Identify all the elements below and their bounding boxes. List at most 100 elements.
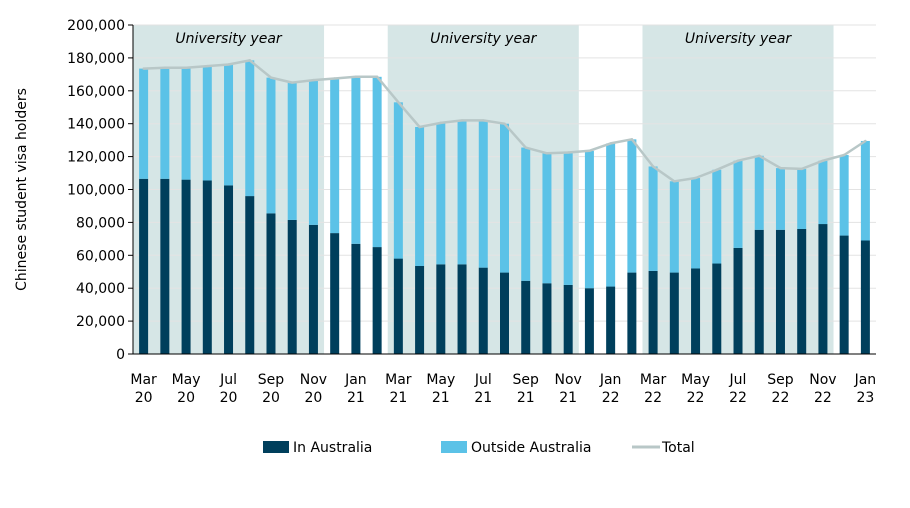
total-point [460,119,464,122]
bar-outside-australia [500,123,509,273]
total-point [439,121,443,125]
total-point [375,75,379,79]
bar-outside-australia [266,77,276,214]
bar-outside-australia [160,67,170,179]
total-point [397,101,400,104]
total-point [354,75,358,79]
bar-in-australia [775,229,785,354]
total-point [503,122,506,125]
bar-in-australia [287,219,297,354]
y-tick-label: 100,000 [67,183,125,199]
bar-in-australia [224,185,234,354]
x-tick-label-month: Jan [344,372,367,388]
bar-outside-australia [372,76,382,248]
x-tick-label-month: May [426,372,455,388]
x-tick-label-year: 22 [687,390,705,406]
x-tick-label-year: 21 [432,390,450,406]
total-point [609,142,612,145]
total-point [291,81,294,84]
bar-in-australia [839,235,849,354]
bar-outside-australia [224,64,234,186]
total-point [312,78,315,82]
total-point [418,125,421,129]
bar-in-australia [542,283,552,354]
total-point [694,176,697,180]
bar-outside-australia [648,166,658,271]
total-point [630,138,634,141]
bar-outside-australia [797,168,807,229]
x-tick-label-month: Jul [219,372,237,388]
legend-label: Total [661,440,695,456]
bar-in-australia [733,247,743,354]
bar-in-australia [712,263,722,354]
y-tick-label: 60,000 [76,248,125,264]
total-point [736,159,740,162]
bar-in-australia [584,288,594,354]
total-point [184,66,188,69]
legend-swatch-in-australia [263,441,289,453]
bar-in-australia [754,229,764,354]
y-tick-label: 120,000 [67,150,125,166]
bar-outside-australia [245,60,255,197]
total-point [588,149,591,153]
bar-outside-australia [436,122,446,265]
bar-in-australia [393,258,403,354]
bar-in-australia [372,247,382,354]
bar-in-australia [160,178,170,354]
total-point [842,153,846,157]
bar-outside-australia [712,169,722,264]
bar-in-australia [563,284,573,354]
x-tick-label-year: 21 [474,390,492,406]
bar-outside-australia [308,80,318,225]
bar-outside-australia [393,102,403,259]
bar-in-australia [648,270,658,354]
bar-outside-australia [733,160,743,248]
bar-in-australia [330,233,340,354]
bar-in-australia [818,224,828,354]
total-point [248,59,251,62]
bar-outside-australia [521,147,531,281]
bar-outside-australia [478,120,488,268]
bar-outside-australia [669,181,679,273]
bar-in-australia [351,243,361,354]
university-year-label: University year [430,31,538,47]
bar-in-australia [797,228,807,354]
x-tick-label-month: May [172,372,201,388]
x-tick-label-month: Mar [640,372,667,388]
y-tick-label: 200,000 [67,18,125,34]
bar-in-australia [415,265,425,354]
total-point [821,159,825,162]
x-tick-label-year: 21 [389,390,407,406]
x-tick-label-year: 22 [772,390,790,406]
total-point [566,151,570,154]
bar-outside-australia [415,126,425,266]
bar-in-australia [245,196,255,354]
x-tick-label-year: 22 [729,390,747,406]
total-point [524,146,527,149]
x-tick-label-month: Sep [513,372,540,388]
total-point [142,67,145,70]
bar-in-australia [627,272,637,354]
bar-outside-australia [627,139,637,273]
total-point [800,167,803,171]
total-point [673,180,676,183]
total-point [269,76,273,79]
total-point [545,152,549,155]
bar-outside-australia [691,177,701,269]
bar-in-australia [266,213,276,354]
x-tick-label-year: 21 [559,390,577,406]
y-tick-label: 20,000 [76,314,125,330]
total-point [758,154,761,157]
total-point [715,168,718,171]
bar-outside-australia [287,82,297,220]
bar-outside-australia [139,68,149,179]
x-tick-label-month: Nov [809,372,836,388]
legend-label: In Australia [293,440,372,456]
bar-in-australia [181,179,191,354]
y-tick-label: 180,000 [67,51,125,67]
bar-in-australia [202,180,212,354]
bar-outside-australia [330,78,340,234]
x-tick-label-year: 20 [262,390,280,406]
total-point [163,66,167,69]
bar-in-australia [606,286,616,354]
